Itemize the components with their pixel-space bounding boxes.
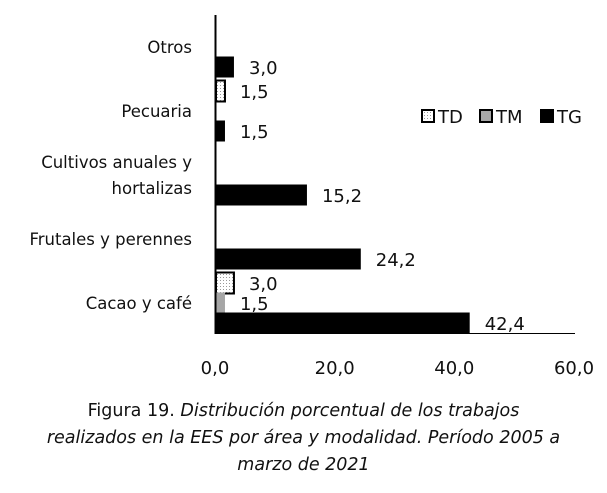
- data-label: 1,5: [240, 82, 269, 103]
- figure-caption: Figura 19. Distribución porcentual de lo…: [0, 398, 607, 479]
- data-label: 1,5: [240, 294, 269, 315]
- x-tick-label: 0,0: [201, 358, 230, 379]
- bar-td: [215, 271, 235, 295]
- data-label: 42,4: [485, 314, 525, 335]
- caption-line2: realizados en la EES por área y modalida…: [46, 428, 561, 448]
- data-label: 3,0: [249, 58, 278, 79]
- category-label: hortalizas: [112, 179, 192, 198]
- category-label: Frutales y perennes: [29, 230, 192, 249]
- bar-tm: [216, 292, 225, 314]
- bar-tg: [216, 56, 234, 78]
- caption-line1: Distribución porcentual de los trabajos: [180, 401, 520, 421]
- bar-tg: [216, 184, 307, 206]
- bar-tg: [216, 312, 470, 334]
- caption-line3: marzo de 2021: [237, 455, 370, 475]
- x-tick-label: 60,0: [554, 358, 594, 379]
- legend: TD TM TG: [421, 107, 582, 128]
- legend-swatch-tg: [540, 109, 554, 123]
- legend-swatch-tm: [479, 109, 493, 123]
- category-label: Pecuaria: [121, 102, 192, 121]
- data-label: 15,2: [322, 186, 362, 207]
- x-tick-label: 40,0: [434, 358, 474, 379]
- category-label: Cacao y café: [86, 294, 192, 313]
- bar-tg: [216, 248, 361, 270]
- x-tick-label: 20,0: [315, 358, 355, 379]
- bar-td: [215, 79, 226, 103]
- legend-label: TD: [437, 107, 463, 128]
- caption-prefix: Figura 19.: [87, 401, 175, 421]
- category-label: Otros: [147, 38, 192, 57]
- legend-label: TM: [495, 107, 523, 128]
- category-label: Cultivos anuales y: [41, 153, 192, 172]
- legend-label: TG: [556, 107, 582, 128]
- data-label: 3,0: [249, 274, 278, 295]
- data-label: 1,5: [240, 122, 269, 143]
- data-label: 24,2: [376, 250, 416, 271]
- bar-tg: [216, 120, 225, 142]
- legend-swatch-td: [421, 109, 435, 123]
